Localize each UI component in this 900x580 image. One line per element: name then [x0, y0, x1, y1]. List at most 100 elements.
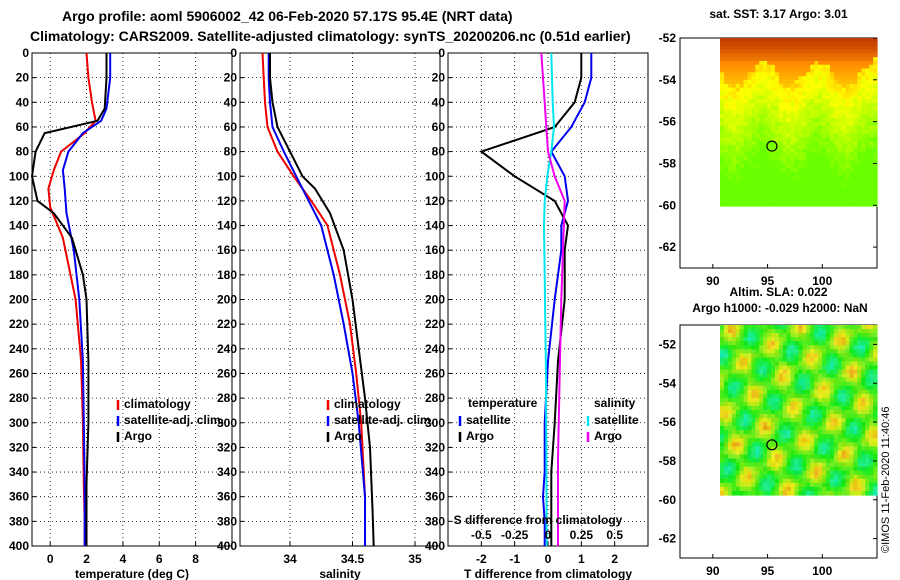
sla-raster [720, 325, 878, 496]
y-tick-label: 280 [217, 391, 237, 405]
legend-label: satellite [594, 413, 639, 427]
x-tick-label: 34 [283, 552, 297, 566]
y-tick-label: 80 [224, 145, 238, 159]
y-tick-label: 100 [9, 169, 29, 183]
legend-label: satellite-adj. clim. [124, 413, 224, 427]
y-tick-label: 180 [9, 268, 29, 282]
y-tick-label: 240 [9, 342, 29, 356]
y-tick-label: 60 [16, 120, 30, 134]
legend-label: Argo [594, 429, 622, 443]
y-tick-label: 320 [217, 440, 237, 454]
y-tick-label: 340 [217, 465, 237, 479]
series-line-satellite-adj-clim- [61, 53, 112, 546]
series-line-temperature-satellite [541, 53, 593, 546]
series-line-salinity-satellite [542, 52, 556, 547]
y-tick-label: 280 [425, 391, 445, 405]
y-tick-label: 80 [432, 145, 446, 159]
y-tick-label: 160 [9, 243, 29, 257]
legend-label: temperature [468, 396, 538, 410]
x2-tick-label: 0.25 [570, 528, 594, 542]
x-tick-label: 8 [192, 552, 199, 566]
x-tick-label: 2 [611, 552, 618, 566]
y-tick-label: 380 [9, 514, 29, 528]
legend-label: satellite [466, 413, 511, 427]
y-tick-label: 260 [9, 366, 29, 380]
x2-tick-label: -0.25 [501, 528, 529, 542]
y-tick-label: 300 [425, 416, 445, 430]
y-tick-label: 380 [217, 514, 237, 528]
y-tick-label: 360 [217, 490, 237, 504]
x-axis-label: salinity [319, 567, 361, 580]
y-tick-label: 20 [432, 71, 446, 85]
x2-tick-label: 0.5 [606, 528, 623, 542]
y-tick-label: 120 [217, 194, 237, 208]
y-tick-label: 140 [425, 219, 445, 233]
y-tick-label: 120 [425, 194, 445, 208]
series-line-argo [269, 53, 375, 547]
map-y-tick-label: -54 [659, 376, 677, 390]
y-tick-label: 260 [217, 366, 237, 380]
argo-position-marker [766, 439, 778, 451]
y-tick-label: 140 [9, 219, 29, 233]
map-x-tick-label: 95 [761, 564, 775, 578]
y-tick-label: 180 [425, 268, 445, 282]
y-tick-label: 300 [9, 416, 29, 430]
y-tick-label: 40 [432, 95, 446, 109]
x-tick-label: 0 [545, 552, 552, 566]
y-tick-label: 120 [9, 194, 29, 208]
y-tick-label: 320 [9, 440, 29, 454]
chart-title-line2: Climatology: CARS2009. Satellite-adjuste… [30, 28, 631, 44]
y-tick-label: 240 [217, 342, 237, 356]
y-tick-label: 200 [217, 293, 237, 307]
y-tick-label: 400 [9, 539, 29, 553]
y-tick-label: 20 [16, 71, 30, 85]
map-x-tick-label: 90 [706, 274, 720, 288]
legend-label: salinity [594, 396, 636, 410]
map-y-tick-label: -56 [659, 115, 677, 129]
argo-position-marker [766, 140, 778, 152]
y-tick-label: 220 [217, 317, 237, 331]
legend-label: Argo [334, 429, 362, 443]
legend-label: climatology [124, 397, 191, 411]
x-tick-label: -1 [509, 552, 520, 566]
map-y-tick-label: -52 [659, 31, 677, 45]
y-tick-label: 200 [9, 293, 29, 307]
sst-raster [720, 38, 878, 207]
map-y-tick-label: -60 [659, 493, 677, 507]
y-tick-label: 240 [425, 342, 445, 356]
y-tick-label: 160 [425, 243, 445, 257]
map-y-tick-label: -52 [659, 337, 677, 351]
y-tick-label: 140 [217, 219, 237, 233]
y-tick-label: 60 [432, 120, 446, 134]
x-axis-label: T difference from climatology [464, 567, 632, 580]
y-tick-label: 20 [224, 71, 238, 85]
y-tick-label: 200 [425, 293, 445, 307]
x-tick-label: 2 [83, 552, 90, 566]
y-tick-label: 0 [230, 46, 237, 60]
map-title: Altim. SLA: 0.022 [729, 285, 827, 299]
y-tick-label: 0 [438, 46, 445, 60]
map-y-tick-label: -56 [659, 415, 677, 429]
map-y-tick-label: -60 [659, 198, 677, 212]
series-line-salinity-argo [540, 52, 566, 546]
map-x-tick-label: 100 [812, 564, 832, 578]
y-tick-label: 80 [16, 145, 30, 159]
y-tick-label: 100 [217, 169, 237, 183]
x-tick-label: 35 [408, 552, 422, 566]
x2-axis-label: S difference from climatology [454, 513, 623, 527]
y-tick-label: 100 [425, 169, 445, 183]
y-tick-label: 300 [217, 416, 237, 430]
y-tick-label: 340 [425, 465, 445, 479]
y-tick-label: 160 [217, 243, 237, 257]
y-tick-label: 180 [217, 268, 237, 282]
series-line-satellite-adj-clim- [267, 53, 366, 546]
x2-tick-label: -0.5 [471, 528, 492, 542]
map-y-tick-label: -58 [659, 454, 677, 468]
series-line-argo [30, 53, 108, 546]
y-tick-label: 60 [224, 120, 238, 134]
y-tick-label: 220 [425, 317, 445, 331]
map-y-tick-label: -54 [659, 73, 677, 87]
map-y-tick-label: -58 [659, 156, 677, 170]
y-tick-label: 360 [9, 490, 29, 504]
